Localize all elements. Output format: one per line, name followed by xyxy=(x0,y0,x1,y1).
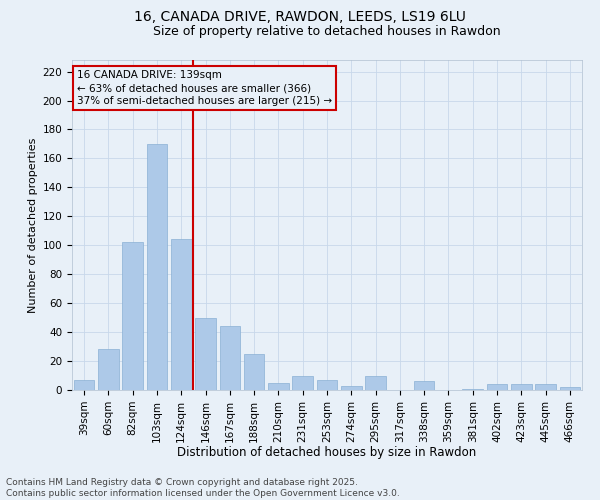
Bar xyxy=(98,350,119,390)
Bar xyxy=(535,384,556,390)
Text: 16, CANADA DRIVE, RAWDON, LEEDS, LS19 6LU: 16, CANADA DRIVE, RAWDON, LEEDS, LS19 6L… xyxy=(134,10,466,24)
Bar xyxy=(74,380,94,390)
Bar xyxy=(341,386,362,390)
Bar xyxy=(146,144,167,390)
Bar xyxy=(292,376,313,390)
Bar xyxy=(268,383,289,390)
Y-axis label: Number of detached properties: Number of detached properties xyxy=(28,138,38,312)
Bar xyxy=(317,380,337,390)
Bar xyxy=(560,387,580,390)
Bar xyxy=(511,384,532,390)
Bar xyxy=(414,382,434,390)
Title: Size of property relative to detached houses in Rawdon: Size of property relative to detached ho… xyxy=(153,25,501,38)
Bar xyxy=(171,240,191,390)
Bar xyxy=(487,384,508,390)
X-axis label: Distribution of detached houses by size in Rawdon: Distribution of detached houses by size … xyxy=(178,446,476,459)
Bar xyxy=(195,318,216,390)
Bar xyxy=(463,388,483,390)
Bar xyxy=(122,242,143,390)
Bar xyxy=(220,326,240,390)
Text: 16 CANADA DRIVE: 139sqm
← 63% of detached houses are smaller (366)
37% of semi-d: 16 CANADA DRIVE: 139sqm ← 63% of detache… xyxy=(77,70,332,106)
Bar xyxy=(244,354,265,390)
Text: Contains HM Land Registry data © Crown copyright and database right 2025.
Contai: Contains HM Land Registry data © Crown c… xyxy=(6,478,400,498)
Bar xyxy=(365,376,386,390)
